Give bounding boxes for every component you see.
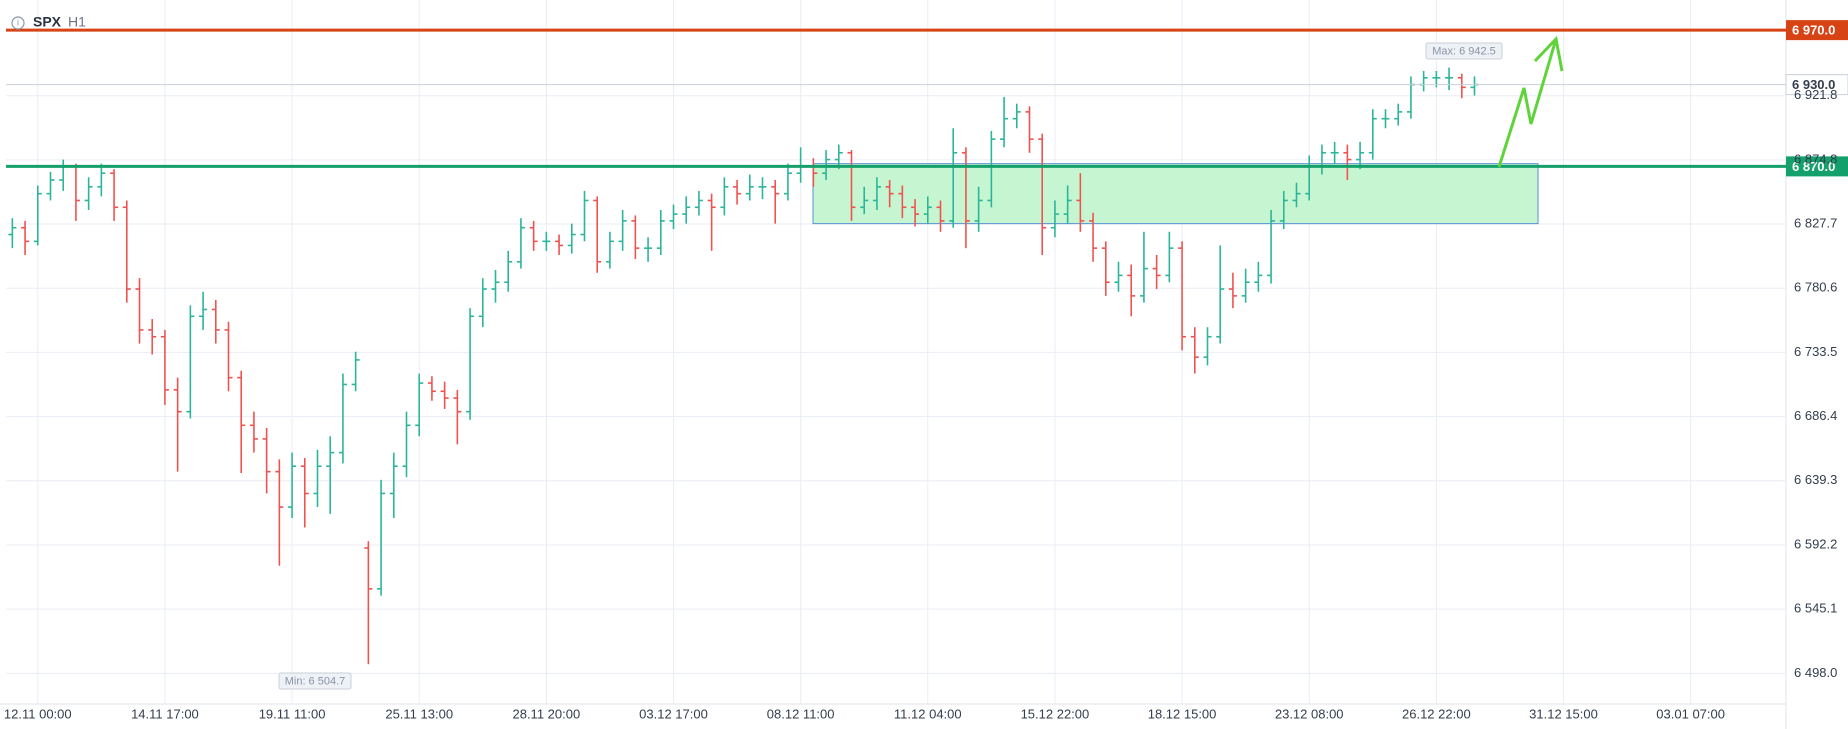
bars [8, 67, 1479, 665]
info-icon[interactable] [11, 16, 25, 30]
x-tick-label: 03.01 07:00 [1656, 706, 1725, 721]
x-tick-label: 26.12 22:00 [1402, 706, 1471, 721]
timeframe[interactable]: H1 [68, 14, 86, 30]
x-tick-label: 12.11 00:00 [4, 706, 72, 721]
y-tick-label: 6 592.2 [1794, 536, 1837, 551]
zone-box [812, 163, 1539, 225]
y-tick-label: 6 780.6 [1794, 280, 1837, 295]
y-tick-label: 6 545.1 [1794, 601, 1837, 616]
annotation: Min: 6 504.7 [285, 675, 346, 687]
x-tick-label: 03.12 17:00 [639, 706, 708, 721]
annotation-box [1425, 42, 1503, 60]
annotation-box [278, 672, 352, 690]
forecast-arrow [1497, 38, 1558, 168]
level-badge [1785, 74, 1848, 96]
levels: 6 970.0 6 870.0 6 930.0 [6, 20, 1848, 177]
x-tick-label: 19.11 11:00 [259, 706, 326, 721]
info-glyph: i [17, 17, 19, 27]
y-tick-label: 6 921.8 [1794, 87, 1837, 102]
level-badge [1786, 156, 1848, 177]
level-label: 6 970.0 [1792, 23, 1835, 38]
zone-layer [812, 163, 1539, 225]
labels: 6 498.0 6 545.1 6 592.2 6 639.3 6 686.4 6 733… [4, 42, 1837, 721]
x-tick-label: 23.12 08:00 [1275, 706, 1344, 721]
y-tick-label: 6 686.4 [1794, 408, 1837, 423]
x-tick-label: 31.12 15:00 [1529, 706, 1598, 721]
x-tick-label: 08.12 11:00 [767, 706, 835, 721]
annotation: Max: 6 942.5 [1432, 45, 1496, 57]
y-tick-label: 6 874.8 [1794, 151, 1837, 166]
level-label: 6 870.0 [1792, 159, 1835, 174]
y-tick-label: 6 827.7 [1794, 215, 1837, 230]
level-badge [1786, 20, 1848, 41]
x-tick-label: 25.11 13:00 [385, 706, 453, 721]
x-tick-label: 11.12 04:00 [894, 706, 962, 721]
y-tick-label: 6 498.0 [1794, 665, 1837, 680]
x-tick-label: 14.11 17:00 [131, 706, 199, 721]
level-label: 6 930.0 [1792, 77, 1835, 92]
arrow-head [1533, 35, 1564, 72]
y-tick-label: 6 733.5 [1794, 344, 1837, 359]
x-tick-label: 18.12 15:00 [1148, 706, 1217, 721]
y-tick-label: 6 639.3 [1794, 472, 1837, 487]
x-tick-label: 15.12 22:00 [1021, 706, 1090, 721]
symbol[interactable]: SPX [33, 14, 62, 30]
x-tick-label: 28.11 20:00 [512, 706, 580, 721]
